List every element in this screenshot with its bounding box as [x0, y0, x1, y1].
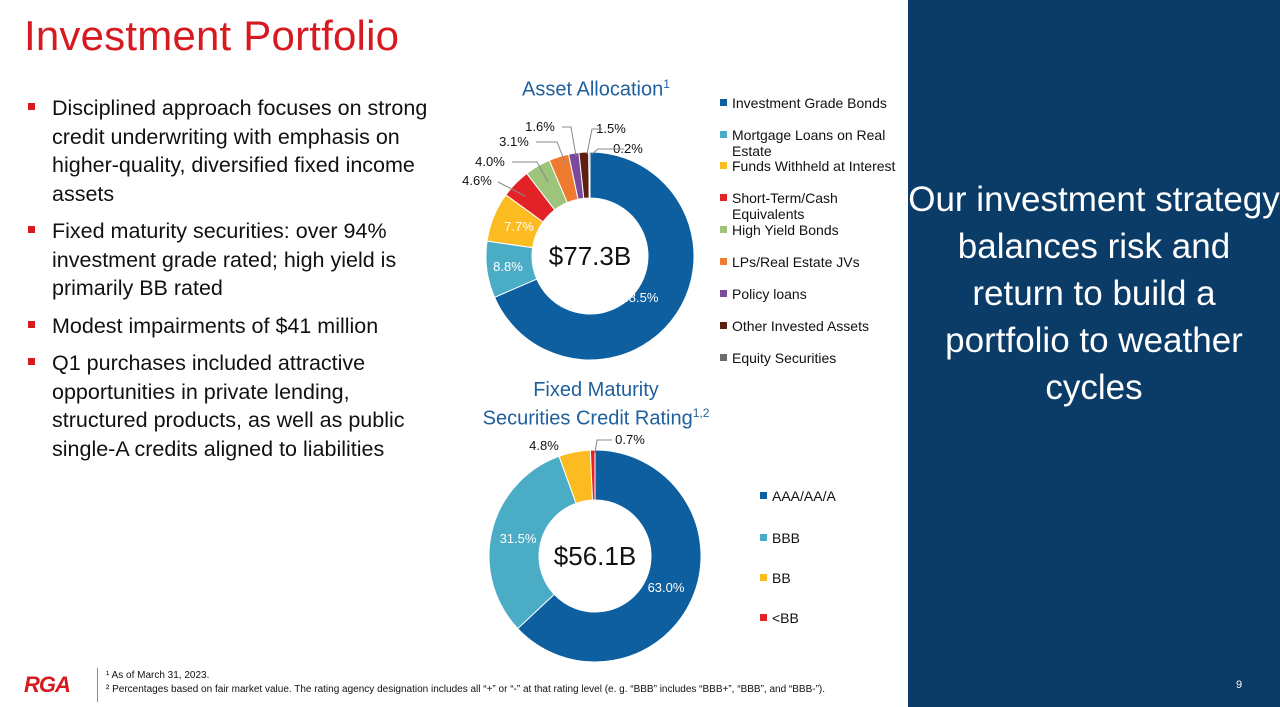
bullet-list: Disciplined approach focuses on strong c…	[26, 94, 446, 472]
asset-allocation-title-sup: 1	[663, 77, 670, 91]
legend-item: Funds Withheld at Interest	[720, 158, 895, 174]
credit-rating-title-sup: 1,2	[692, 406, 710, 420]
donut-center-label: $56.1B	[554, 541, 636, 571]
bullet-marker	[28, 226, 35, 233]
data-label: 4.8%	[529, 438, 559, 453]
data-label: 63.0%	[648, 580, 685, 595]
legend-item: AAA/AA/A	[760, 488, 836, 504]
leader-line	[594, 439, 612, 454]
bullet-item: Disciplined approach focuses on strong c…	[26, 94, 446, 208]
legend-label: Short-Term/Cash Equivalents	[732, 190, 838, 222]
legend-swatch	[760, 574, 767, 581]
legend-swatch	[720, 290, 727, 297]
asset-allocation-title: Asset Allocation1	[486, 73, 706, 102]
bullet-text: Modest impairments of $41 million	[52, 313, 379, 338]
sidebar-panel: Our investment strategy balances risk an…	[908, 0, 1280, 707]
legend-swatch	[720, 258, 727, 265]
legend-label: BBB	[772, 530, 801, 546]
legend-swatch	[760, 534, 767, 541]
data-label: 1.6%	[525, 119, 555, 134]
legend-item: BB	[760, 570, 791, 586]
leader-line	[497, 181, 526, 197]
bullet-item: Q1 purchases included attractive opportu…	[26, 349, 446, 463]
leader-line	[536, 141, 566, 163]
bullet-marker	[28, 358, 35, 365]
legend-item: High Yield Bonds	[720, 222, 839, 238]
bullet-marker	[28, 320, 35, 328]
data-label: 1.5%	[596, 121, 626, 136]
legend-label: Policy loans	[732, 286, 807, 302]
asset-allocation-legend: Investment Grade Bonds Mortgage Loans on …	[720, 95, 910, 375]
footnote-1: ¹ As of March 31, 2023.	[106, 670, 210, 681]
credit-rating-legend: AAA/AA/A BBB BB <BB	[760, 488, 880, 638]
legend-swatch	[720, 131, 727, 138]
donut-slice-equity-securities	[588, 151, 591, 199]
asset-allocation-donut-chart: $77.3B 68.5% 8.8% 7.7% 4.6% 4.0% 3.1%1.6% 1.5% 0…	[462, 119, 695, 361]
legend-swatch	[760, 492, 767, 499]
legend-label: Investment Grade Bonds	[732, 95, 887, 111]
leader-line	[586, 128, 602, 155]
leader-line	[512, 161, 549, 183]
legend-label: BB	[772, 570, 791, 586]
legend-label: High Yield Bonds	[732, 222, 839, 238]
donut-slice-bbb	[488, 455, 577, 630]
asset-allocation-title-text: Asset Allocation	[522, 78, 664, 101]
credit-rating-donut-chart: $56.1B 63.0% 31.5% 4.8% 0.7%	[488, 432, 702, 663]
legend-item: Short-Term/Cash Equivalents	[720, 190, 904, 222]
donut-slice-investment-grade-bonds	[493, 151, 695, 361]
legend-swatch	[720, 162, 727, 169]
legend-item: Mortgage Loans on Real Estate	[720, 127, 904, 159]
donut-slice--bb	[589, 449, 596, 501]
legend-item: Other Invested Assets	[720, 318, 869, 334]
data-label: 31.5%	[500, 531, 537, 546]
donut-center-label: $77.3B	[549, 241, 631, 271]
legend-label: <BB	[772, 610, 799, 626]
leader-line	[591, 148, 624, 155]
footnotes: ¹ As of March 31, 2023. ² Percentages ba…	[106, 669, 825, 697]
legend-swatch	[720, 322, 727, 329]
leader-line	[562, 126, 577, 157]
donut-slice-aaa-aa-a	[517, 449, 702, 663]
data-label: 0.2%	[613, 141, 643, 156]
legend-swatch	[760, 614, 767, 621]
bullet-text: Fixed maturity securities: over 94% inve…	[52, 219, 397, 300]
data-label: 68.5%	[622, 290, 659, 305]
legend-label: Funds Withheld at Interest	[732, 158, 896, 174]
data-label: 0.7%	[615, 432, 645, 447]
data-label: 7.7%	[504, 219, 534, 234]
bullet-marker	[28, 103, 35, 110]
legend-label: Mortgage Loans on Real Estate	[732, 127, 886, 159]
legend-label: LPs/Real Estate JVs	[732, 254, 860, 270]
legend-item: LPs/Real Estate JVs	[720, 254, 860, 270]
footer-divider	[97, 668, 98, 702]
legend-item: BBB	[760, 530, 800, 546]
legend-label: Other Invested Assets	[732, 318, 869, 334]
legend-swatch	[720, 194, 727, 201]
legend-swatch	[720, 354, 727, 361]
bullet-item: Fixed maturity securities: over 94% inve…	[26, 217, 446, 303]
credit-rating-title-line1: Fixed Maturity	[533, 379, 659, 401]
data-label: 4.6%	[462, 173, 492, 188]
legend-item: Investment Grade Bonds	[720, 95, 887, 111]
rga-logo: RGA	[24, 672, 71, 697]
sidebar-statement: Our investment strategy balances risk an…	[908, 180, 1280, 407]
legend-item: <BB	[760, 610, 799, 626]
page-number: 9	[1236, 679, 1243, 691]
legend-item: Policy loans	[720, 286, 807, 302]
legend-label: AAA/AA/A	[772, 488, 836, 504]
bullet-text: Q1 purchases included attractive opportu…	[52, 351, 405, 461]
data-label: 3.1%	[499, 134, 529, 149]
footnote-2: ² Percentages based on fair market value…	[106, 684, 826, 695]
bullet-item: Modest impairments of $41 million	[26, 312, 446, 341]
credit-rating-title-line2: Securities Credit Rating	[482, 407, 693, 430]
legend-label: Equity Securities	[732, 350, 837, 366]
legend-item: Equity Securities	[720, 350, 836, 366]
legend-swatch	[720, 226, 727, 233]
page-title: Investment Portfolio	[24, 12, 400, 59]
data-label: 4.0%	[475, 154, 505, 169]
legend-swatch	[720, 99, 727, 106]
bullet-text: Disciplined approach focuses on strong c…	[52, 96, 428, 206]
data-label: 8.8%	[493, 259, 523, 274]
credit-rating-title: Fixed Maturity Securities Credit Rating1…	[458, 379, 734, 431]
